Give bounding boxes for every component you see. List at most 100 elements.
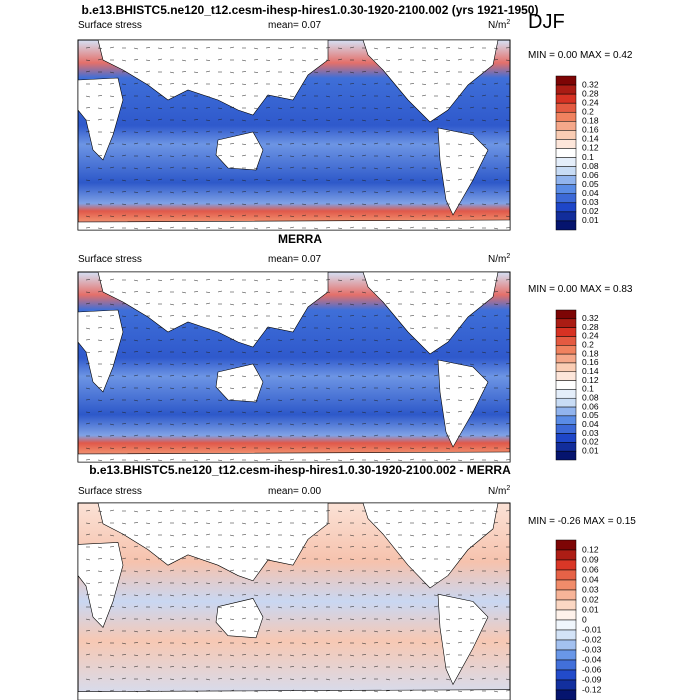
wind-vector [325, 302, 331, 305]
wind-vector [229, 71, 235, 74]
wind-vector [253, 291, 259, 293]
wind-vector [421, 594, 427, 596]
wind-vector [337, 203, 343, 206]
wind-vector [181, 534, 187, 536]
wind-vector [205, 155, 211, 158]
wind-vector [373, 279, 379, 282]
wind-vector [145, 387, 151, 390]
wind-vector [325, 190, 331, 193]
colorbar-box [555, 345, 577, 355]
wind-vector [229, 215, 235, 217]
wind-vector [481, 59, 487, 62]
wind-vector [229, 83, 235, 85]
wind-vector [241, 594, 247, 596]
wind-vector [349, 131, 355, 134]
wind-vector [433, 570, 439, 573]
wind-vector [133, 202, 139, 205]
wind-vector [313, 227, 319, 230]
wind-vector [349, 203, 355, 205]
wind-vector [181, 522, 187, 525]
wind-vector [109, 666, 115, 668]
wind-vector [217, 410, 223, 413]
wind-vector [421, 214, 427, 217]
wind-vector [277, 339, 283, 341]
wind-vector [373, 351, 379, 353]
wind-vector [169, 546, 175, 548]
colorbar-label: 0.06 [582, 401, 599, 411]
wind-vector [157, 118, 163, 121]
wind-vector [241, 94, 247, 97]
wind-vector [433, 291, 439, 293]
colorbar-label: 0.12 [582, 375, 599, 385]
wind-vector [337, 178, 343, 181]
wind-vector [205, 302, 211, 305]
wind-vector [493, 202, 499, 205]
wind-vector [373, 167, 379, 170]
wind-vector [337, 155, 343, 157]
wind-vector [337, 546, 343, 549]
wind-vector [97, 215, 103, 217]
wind-vector [109, 71, 115, 74]
wind-vector [325, 582, 331, 584]
wind-vector [205, 618, 211, 621]
wind-vector [97, 315, 103, 318]
colorbar-box [555, 609, 577, 621]
wind-vector [157, 666, 163, 669]
wind-vector [109, 143, 115, 145]
wind-vector [265, 227, 271, 229]
colorbar-label: 0.04 [582, 574, 599, 584]
wind-vector [205, 593, 211, 596]
wind-vector [481, 71, 487, 73]
wind-vector [217, 678, 223, 680]
wind-vector [277, 678, 283, 680]
wind-vector [385, 678, 391, 681]
wind-vector [385, 522, 391, 524]
wind-vector [361, 214, 367, 217]
wind-vector [133, 351, 139, 353]
wind-vector [193, 179, 199, 181]
wind-vector [337, 558, 343, 560]
wind-vector [457, 47, 463, 49]
wind-vector [337, 581, 343, 584]
wind-vector [481, 534, 487, 536]
wind-vector [385, 107, 391, 109]
wind-vector [385, 642, 391, 644]
units-base: N/m [488, 20, 506, 31]
wind-vector [493, 314, 499, 317]
wind-vector [337, 215, 343, 217]
wind-vector [361, 677, 367, 680]
wind-vector [229, 594, 235, 597]
colorbar-label: 0.02 [582, 437, 599, 447]
wind-vector [157, 678, 163, 680]
wind-vector [301, 582, 307, 585]
wind-vector [493, 71, 499, 73]
colorbar-box [555, 679, 577, 691]
wind-vector [493, 411, 499, 413]
wind-vector [433, 510, 439, 513]
wind-vector [313, 142, 319, 145]
wind-vector [169, 226, 175, 229]
wind-vector [397, 387, 403, 389]
wind-vector [109, 338, 115, 341]
wind-vector [397, 178, 403, 181]
wind-vector [229, 375, 235, 377]
wind-vector [373, 107, 379, 110]
wind-vector [97, 47, 103, 49]
wind-vector [121, 435, 127, 437]
wind-vector [289, 509, 295, 512]
wind-vector [481, 154, 487, 157]
wind-vector [241, 435, 247, 437]
wind-vector [493, 291, 499, 293]
wind-vector [505, 653, 511, 656]
wind-vector [445, 558, 451, 561]
wind-vector [97, 521, 103, 524]
wind-vector [265, 387, 271, 390]
wind-vector [253, 423, 259, 425]
wind-vector [337, 510, 343, 512]
wind-vector [85, 179, 91, 181]
wind-vector [181, 315, 187, 317]
colorbar-label: 0.12 [582, 544, 599, 554]
wind-vector [349, 166, 355, 169]
wind-vector [445, 570, 451, 572]
wind-vector [481, 386, 487, 389]
